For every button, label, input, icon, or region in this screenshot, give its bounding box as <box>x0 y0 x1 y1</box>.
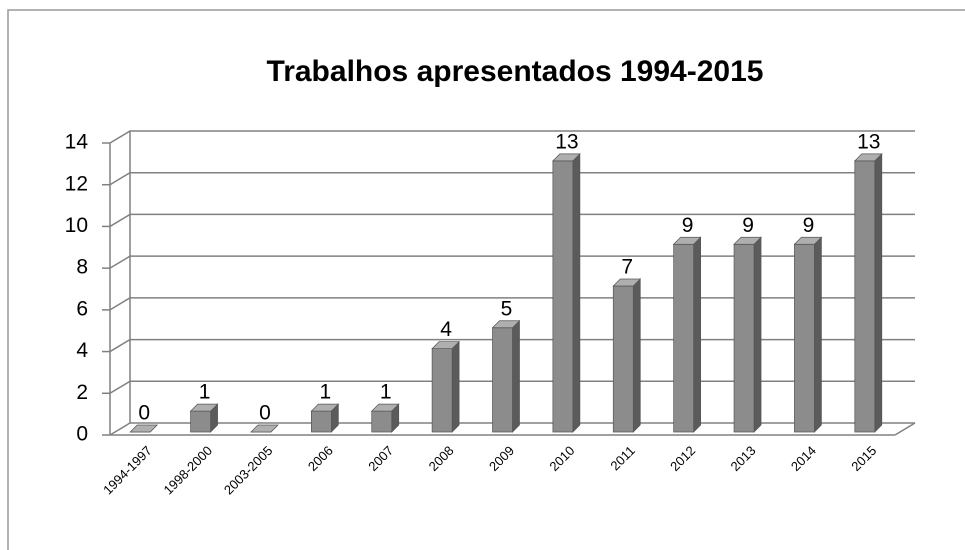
bar <box>431 340 460 433</box>
bar <box>853 153 883 433</box>
value-label: 5 <box>501 297 513 320</box>
bar-side <box>632 278 641 433</box>
bar <box>552 153 581 433</box>
bar <box>672 236 702 433</box>
y-tick-label: 6 <box>76 297 88 320</box>
grid-line <box>109 213 915 228</box>
grid-line <box>109 255 915 269</box>
chart-border <box>7 9 965 550</box>
bar-top <box>733 236 762 245</box>
value-label: 1 <box>380 381 392 404</box>
value-label: 1 <box>199 381 211 404</box>
value-label: 0 <box>259 402 271 425</box>
bar <box>189 403 219 433</box>
bar <box>129 424 159 433</box>
y-tick-label: 8 <box>76 256 88 279</box>
y-tick-label: 12 <box>65 172 88 195</box>
value-label: 4 <box>440 318 452 341</box>
grid-line <box>109 171 915 186</box>
bar-top <box>552 153 581 162</box>
value-label: 9 <box>803 214 815 237</box>
bar-top <box>793 236 823 245</box>
value-label: 13 <box>555 130 578 153</box>
bar-front <box>854 160 876 433</box>
bar-front <box>673 243 695 433</box>
value-label: 7 <box>621 256 633 279</box>
value-label: 1 <box>320 381 332 404</box>
chart-title: Trabalhos apresentados 1994-2015 <box>267 55 764 88</box>
bar-side <box>753 236 762 433</box>
value-label: 9 <box>682 214 694 237</box>
grid-line <box>109 422 915 436</box>
y-tick-label: 2 <box>76 381 88 404</box>
bar-top <box>370 403 400 412</box>
bar-top <box>189 403 219 412</box>
bar-side <box>693 236 702 433</box>
value-label: 0 <box>138 402 150 425</box>
bar-front <box>190 410 211 433</box>
bar-side <box>814 236 822 433</box>
bar-front <box>431 348 453 433</box>
bar <box>612 278 642 433</box>
grid-line <box>109 338 915 353</box>
bar <box>491 319 521 433</box>
value-label: 9 <box>742 214 754 237</box>
bar-top <box>491 320 521 329</box>
bar-front <box>371 410 393 433</box>
bar-front <box>552 160 574 433</box>
bar-top <box>853 153 883 162</box>
bar-side <box>512 319 520 433</box>
floor-edge <box>894 422 916 436</box>
grid-line <box>109 297 915 311</box>
bar-side <box>451 340 460 433</box>
bar-side <box>572 153 581 433</box>
bar-front <box>612 285 634 433</box>
bar <box>793 236 823 433</box>
bar-front <box>733 243 755 433</box>
bar <box>370 403 400 433</box>
bar-front <box>794 243 815 433</box>
bar-top <box>672 236 702 245</box>
bar <box>310 403 340 433</box>
grid-line <box>109 380 915 394</box>
bar-front <box>492 327 513 433</box>
bar <box>250 424 279 433</box>
y-tick-label: 14 <box>65 131 89 154</box>
bar-front <box>310 410 332 433</box>
bar-top <box>250 424 279 433</box>
bar-side <box>874 153 883 433</box>
y-tick-label: 4 <box>76 339 88 362</box>
bar-top <box>431 341 460 349</box>
bar-top <box>310 403 340 412</box>
y-tick-label: 10 <box>65 214 88 237</box>
bar-top <box>129 424 159 433</box>
y-tick-label: 0 <box>76 423 88 446</box>
bar-top <box>612 278 642 287</box>
bar <box>733 236 762 433</box>
grid-line <box>109 130 915 144</box>
value-label: 13 <box>857 130 880 153</box>
